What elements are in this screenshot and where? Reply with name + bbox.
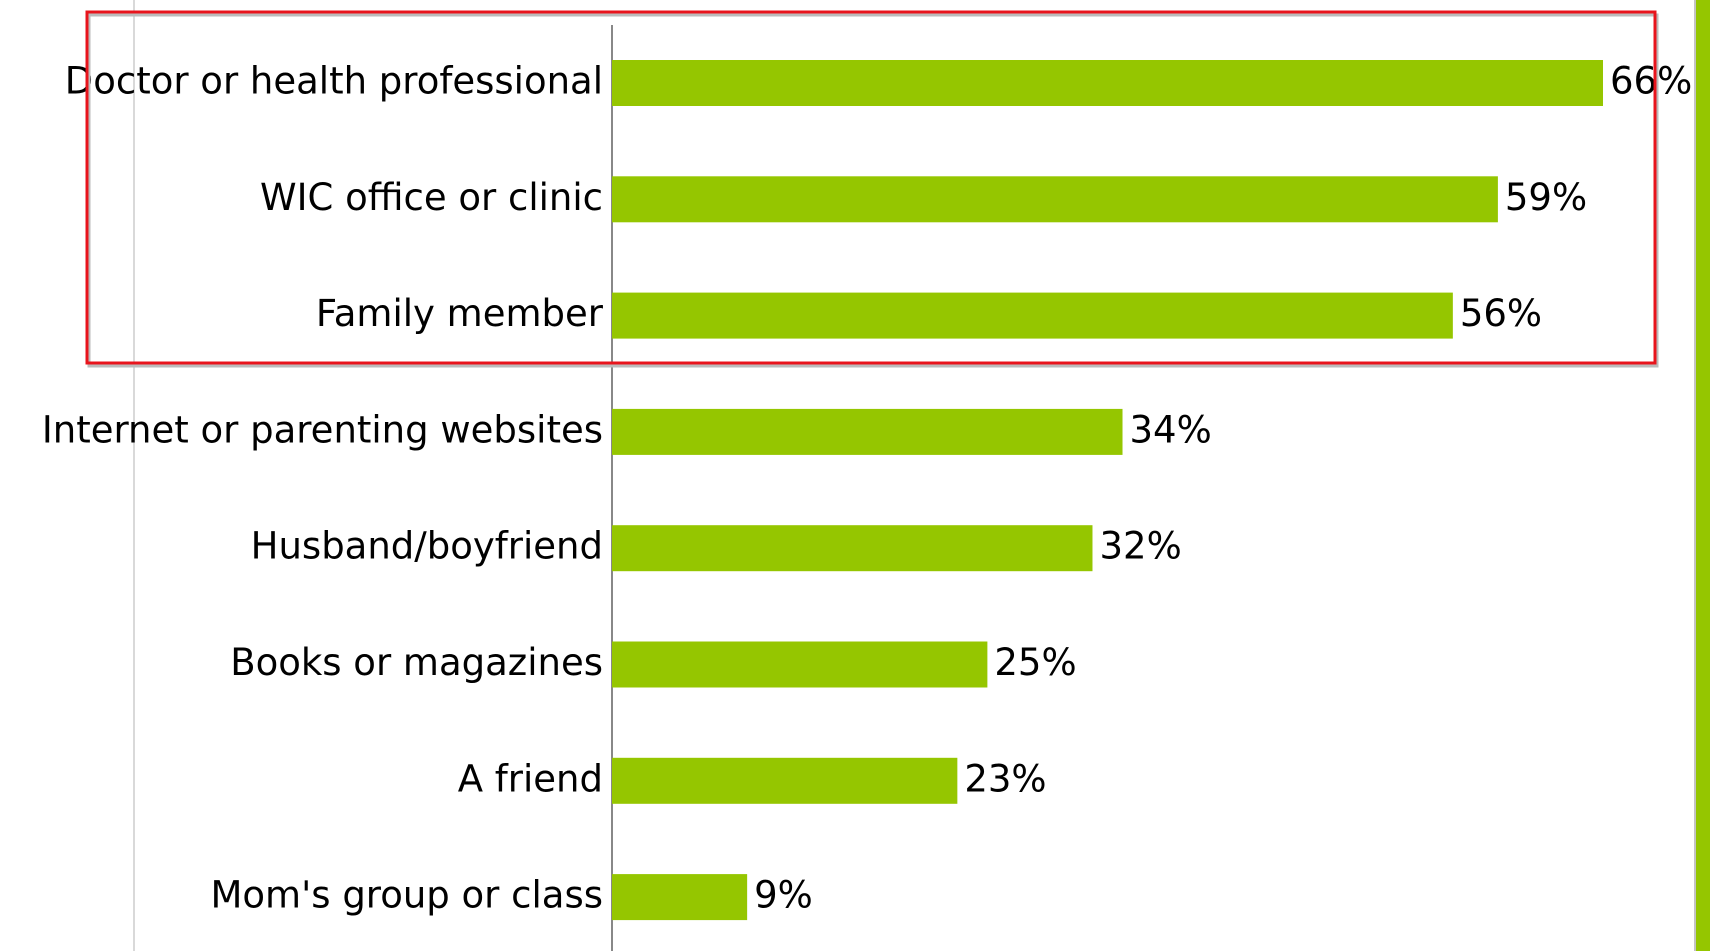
value-label: 34% xyxy=(1130,408,1212,451)
highlight-box xyxy=(85,10,1657,365)
category-label: Books or magazines xyxy=(230,641,603,684)
bar xyxy=(612,176,1498,223)
category-label: Husband/boyfriend xyxy=(251,525,603,568)
category-label: WIC office or clinic xyxy=(260,176,603,219)
bar xyxy=(612,757,958,804)
category-label: Mom's group or class xyxy=(211,874,604,917)
bar xyxy=(612,525,1093,572)
category-label: A friend xyxy=(458,757,603,800)
side-strip xyxy=(1696,0,1710,951)
value-label: 32% xyxy=(1099,525,1181,568)
highlight-shadow xyxy=(87,13,1659,368)
value-label: 66% xyxy=(1610,60,1692,103)
bar xyxy=(612,641,988,688)
bar xyxy=(612,874,748,921)
value-label: 56% xyxy=(1460,292,1542,335)
value-label: 25% xyxy=(994,641,1076,684)
bar xyxy=(612,408,1123,455)
value-label: 23% xyxy=(964,757,1046,800)
category-label: Doctor or health professional xyxy=(65,60,603,103)
bar xyxy=(612,292,1453,339)
category-label: Family member xyxy=(316,292,604,335)
bars: Doctor or health professional 66% WIC offi… xyxy=(42,60,1692,921)
value-label: 9% xyxy=(754,874,813,917)
value-label: 59% xyxy=(1505,176,1587,219)
bar xyxy=(612,60,1603,106)
category-label: Internet or parenting websites xyxy=(42,408,603,451)
